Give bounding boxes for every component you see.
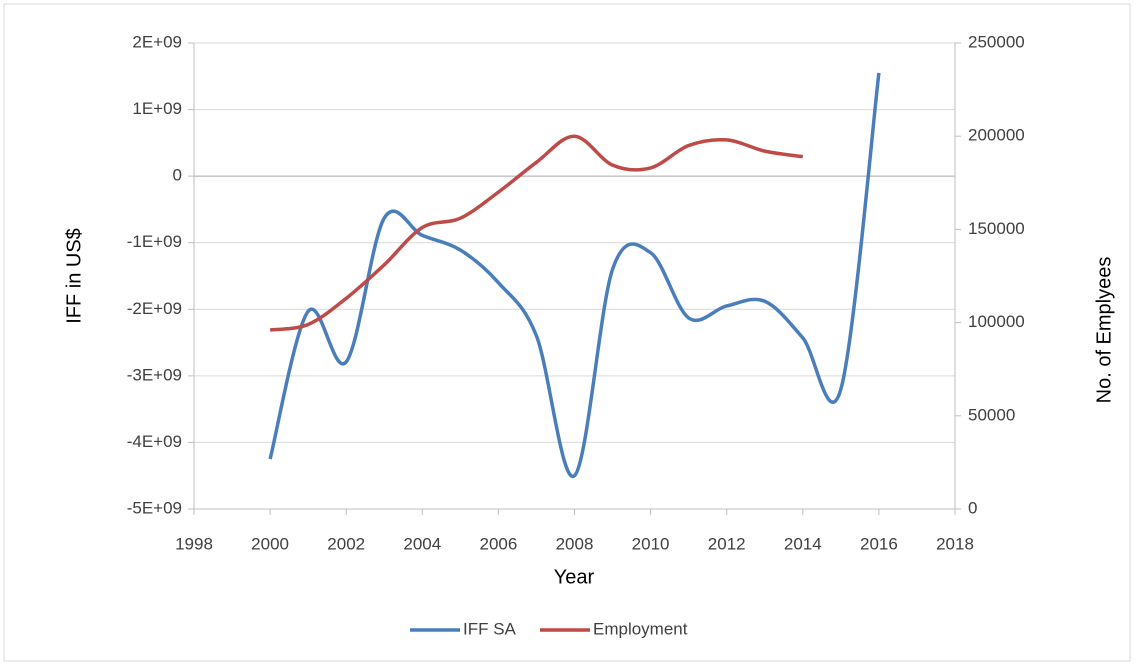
y-tick-label: 0 [173, 166, 182, 185]
x-axis-label: Year [554, 566, 595, 588]
x-tick-label: 2012 [708, 534, 746, 553]
x-tick-label: 2016 [860, 534, 898, 553]
line-series [269, 134, 804, 332]
chart-frame [3, 3, 1131, 662]
y-tick-label: 1E+09 [132, 99, 182, 118]
line-series [268, 72, 881, 478]
y2-tick-label: 100000 [968, 312, 1025, 331]
y-tick-label: 2E+09 [132, 32, 182, 51]
y2-tick-label: 250000 [968, 32, 1025, 51]
x-tick-label: 2010 [632, 534, 670, 553]
y2-axis-label: No. of Emplyees [1093, 257, 1115, 404]
x-tick-label: 2018 [936, 534, 974, 553]
y-tick-label: -4E+09 [127, 432, 182, 451]
x-tick-label: 1998 [175, 534, 213, 553]
x-tick-label: 2008 [556, 534, 594, 553]
y-axis-label: IFF in US$ [63, 228, 85, 324]
x-tick-label: 2006 [479, 534, 517, 553]
legend-label: IFF SA [463, 619, 517, 638]
x-tick-label: 2014 [784, 534, 822, 553]
y2-tick-label: 0 [968, 498, 977, 517]
y-tick-label: -5E+09 [127, 498, 182, 517]
y-tick-label: -2E+09 [127, 299, 182, 318]
x-tick-label: 2004 [403, 534, 441, 553]
x-tick-label: 2000 [251, 534, 289, 553]
x-tick-label: 2002 [327, 534, 365, 553]
y2-tick-label: 50000 [968, 405, 1015, 424]
y-tick-label: -3E+09 [127, 365, 182, 384]
y-tick-label: -1E+09 [127, 232, 182, 251]
legend-label: Employment [593, 619, 688, 638]
y2-tick-label: 150000 [968, 219, 1025, 238]
y2-tick-label: 200000 [968, 126, 1025, 145]
